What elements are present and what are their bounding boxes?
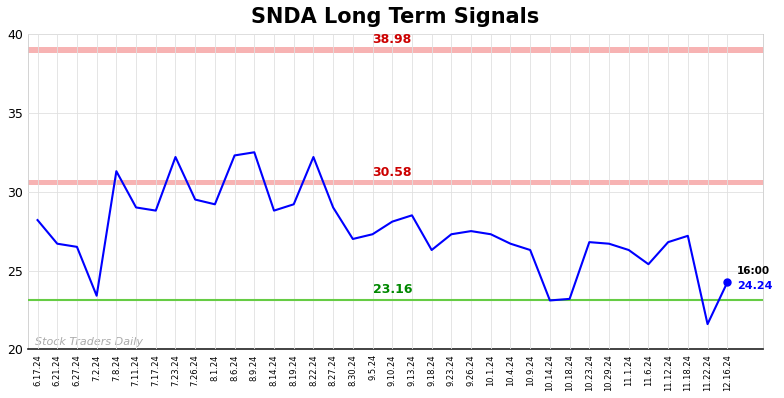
Text: Stock Traders Daily: Stock Traders Daily <box>35 337 143 347</box>
Text: 38.98: 38.98 <box>372 33 412 46</box>
Text: 23.16: 23.16 <box>372 283 412 296</box>
Text: 24.24: 24.24 <box>737 281 772 291</box>
Point <box>721 279 734 286</box>
Text: 30.58: 30.58 <box>372 166 412 179</box>
Text: 16:00: 16:00 <box>737 266 770 276</box>
Bar <box>27 180 763 185</box>
Bar <box>27 47 763 53</box>
Title: SNDA Long Term Signals: SNDA Long Term Signals <box>251 7 539 27</box>
